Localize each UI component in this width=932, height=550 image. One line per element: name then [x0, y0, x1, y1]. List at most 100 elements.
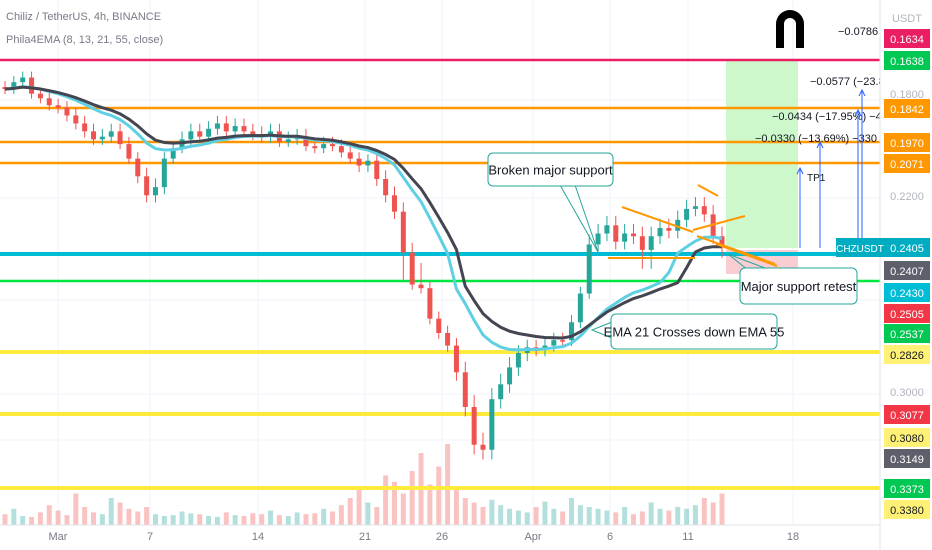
price-axis-badge-text: 0.1842: [890, 104, 924, 116]
volume-bar: [29, 516, 35, 525]
candle-body: [701, 206, 707, 215]
support-retest-box: [739, 267, 858, 305]
candle-body: [223, 123, 229, 132]
candle-body: [719, 236, 725, 248]
candle-body: [197, 131, 203, 137]
volume-bar: [330, 511, 336, 525]
volume-bar: [365, 502, 371, 525]
volume-bar: [11, 508, 17, 525]
volume-bar: [250, 513, 256, 525]
price-axis-badge-text: 0.3380: [890, 505, 924, 517]
price-axis-badge: [884, 500, 930, 519]
candle-body: [560, 340, 566, 342]
indicator-legend: Phila4EMA (8, 13, 21, 55, close): [6, 34, 164, 46]
x-tick-label: Mar: [49, 531, 68, 543]
price-axis-badge: [884, 345, 930, 364]
candle-body: [692, 206, 698, 209]
price-axis-badge: [884, 324, 930, 343]
candle-body: [436, 318, 442, 333]
candle-body: [613, 225, 619, 242]
trendline: [692, 215, 746, 231]
volume-bar: [108, 498, 114, 525]
volume-bar: [241, 516, 247, 525]
x-tick-label: 14: [252, 531, 264, 543]
price-axis-badge-text: 0.1634: [890, 34, 924, 46]
volume-bar: [533, 507, 539, 525]
volume-bar: [214, 516, 220, 525]
volume-bar: [560, 511, 566, 525]
volume-bar: [321, 508, 327, 525]
candle-body: [657, 228, 663, 237]
volume-bar: [462, 498, 468, 525]
volume-bar: [20, 516, 26, 525]
candle-body: [453, 345, 459, 373]
candle-body: [73, 115, 79, 124]
volume-bar: [604, 510, 610, 525]
candle-body: [232, 126, 238, 132]
volume-bar: [356, 487, 362, 525]
volume-bar: [161, 516, 167, 525]
time-axis: Mar 7 14 21 26 Apr 6 11 18: [0, 524, 880, 543]
volume-bar: [498, 505, 504, 525]
candle-body: [303, 136, 309, 147]
price-axis-badge: [884, 283, 930, 302]
candle-body: [82, 123, 88, 132]
candle-body: [356, 158, 362, 166]
volume-bar: [551, 508, 557, 525]
symbol-badge-text: CHZUSDT: [836, 244, 884, 255]
candle-body: [338, 146, 344, 153]
candle-body: [542, 345, 548, 350]
volume-bar: [223, 512, 229, 525]
candle-body: [330, 144, 336, 147]
candle-body: [144, 176, 150, 196]
broken-support-box: [487, 152, 614, 187]
trendline-drawings: [608, 184, 778, 267]
volume-bar: [480, 507, 486, 525]
volume-bar: [99, 514, 105, 525]
candle-body: [498, 384, 504, 400]
symbol-badge: [836, 238, 884, 257]
support-retest-text: Major support retest: [741, 279, 857, 294]
price-axis-badge: [884, 479, 930, 498]
candle-body: [46, 98, 52, 106]
volume-bar: [701, 498, 707, 525]
position-zones: [726, 60, 798, 274]
candle-body: [400, 211, 406, 253]
current-price-text: 0.2405: [890, 243, 924, 255]
price-axis-badge-text: 0.2407: [890, 266, 924, 278]
volume-bar: [347, 498, 353, 525]
volume-bar: [82, 507, 88, 525]
candle-body: [569, 322, 575, 341]
ema-slow-line: [4, 85, 723, 340]
volume-bar: [692, 505, 698, 525]
volume-bar: [188, 513, 194, 525]
volume-bar: [117, 502, 123, 525]
candle-body: [20, 77, 26, 83]
price-axis-badge-text: 0.2505: [890, 309, 924, 321]
price-axis-badge-text: 0.2537: [890, 329, 924, 341]
price-axis-badge: [884, 99, 930, 118]
candle-body: [99, 136, 105, 140]
candle-body: [630, 233, 636, 237]
volume-bar: [338, 505, 344, 525]
candle-body: [206, 128, 212, 137]
volume-bar: [144, 507, 150, 525]
candle-body: [577, 293, 583, 323]
volume-bar: [684, 508, 690, 525]
x-tick-label: 7: [147, 531, 153, 543]
volume-bar: [666, 510, 672, 525]
candle-body: [91, 131, 97, 140]
volume-bar: [639, 511, 645, 525]
volume-bar: [445, 444, 451, 525]
volume-bar: [427, 484, 433, 525]
candle-body: [37, 93, 43, 99]
y-tick-label: 0.2200: [890, 191, 924, 203]
ema-cross-box: [610, 313, 778, 350]
volume-bar: [135, 511, 141, 525]
trendline: [715, 243, 778, 267]
candle-body: [507, 367, 513, 385]
candle-body: [684, 208, 690, 220]
volume-bar: [648, 502, 654, 525]
volume-bar: [507, 508, 513, 525]
